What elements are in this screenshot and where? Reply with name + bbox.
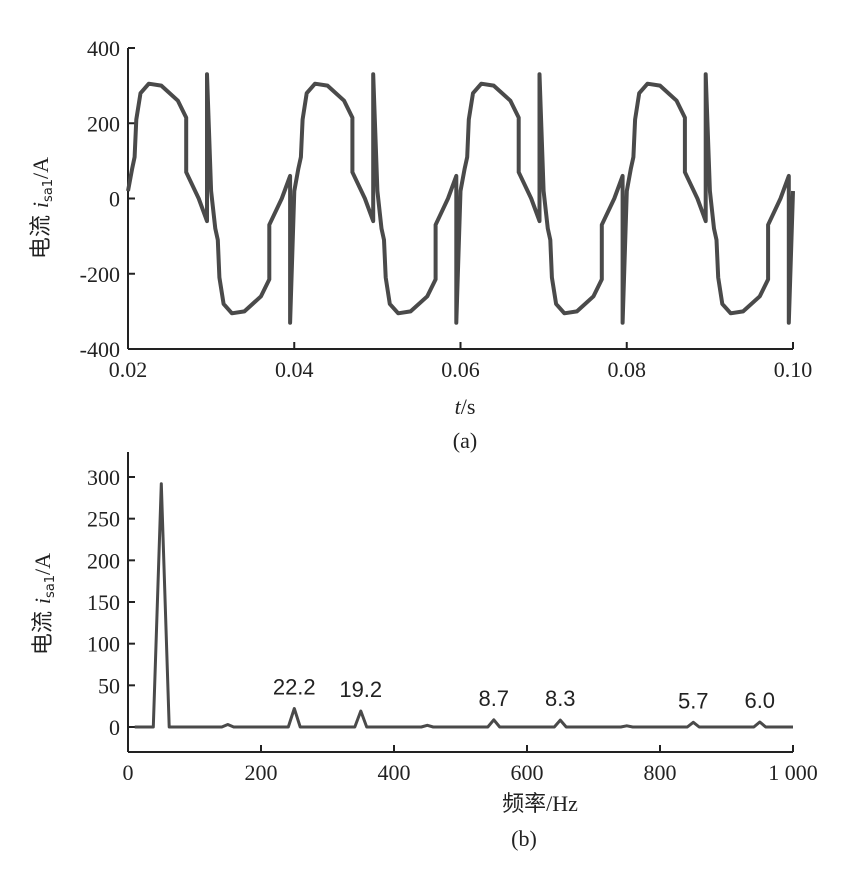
harmonic-data-label: 8.7 [478,686,509,711]
chart-b-ticks: 0 50 100 150 200 250 300 0 200 400 600 800 1 000 [87,465,818,785]
harmonic-data-labels: 22.2 19.2 8.7 8.3 5.7 6.0 [273,675,775,714]
chart-b-ytick-label: 50 [98,673,120,698]
chart-a-ytick-label: -200 [80,262,120,287]
chart-b-xlabel: 频率/Hz [502,791,578,817]
chart-b-ytick-label: 100 [87,632,120,657]
spectrum-chart: 0 50 100 150 200 250 300 0 200 400 600 800 1 000 22.… [30,452,818,851]
chart-b-ytick-label: 300 [87,465,120,490]
chart-b-caption: (b) [511,826,537,851]
chart-b-xtick-label: 200 [245,760,278,785]
chart-b-xtick-label: 800 [644,760,677,785]
chart-b-xtick-label: 1 000 [768,760,818,785]
chart-a-ytick-label: 400 [87,36,120,61]
harmonic-data-label: 22.2 [273,675,316,700]
spectrum-line [134,482,793,729]
chart-a-caption: (a) [453,428,477,453]
chart-a-ticks: -400 -200 0 200 400 0.02 0.04 0.06 0.08 0.10 [80,36,813,382]
chart-a-ylabel: 电流 isa1/A [28,157,56,259]
chart-b-ytick-label: 200 [87,548,120,573]
chart-a-ytick-label: -400 [80,337,120,362]
chart-b-ytick-label: 150 [87,590,120,615]
chart-a-xtick-label: 0.06 [441,357,480,382]
chart-a-xtick-label: 0.02 [109,357,148,382]
time-domain-chart: -400 -200 0 200 400 0.02 0.04 0.06 0.08 0.10 电流 i… [28,36,812,453]
harmonic-data-label: 19.2 [339,677,382,702]
chart-a-xtick-label: 0.10 [774,357,813,382]
chart-b-xtick-label: 600 [511,760,544,785]
harmonic-data-label: 6.0 [744,688,775,713]
chart-b-xtick-label: 0 [123,760,134,785]
chart-b-ytick-label: 250 [87,507,120,532]
harmonic-data-label: 8.3 [545,686,576,711]
chart-a-xlabel: t/s [455,394,476,419]
chart-a-ytick-label: 0 [109,187,120,212]
chart-b-ytick-label: 0 [109,715,120,740]
chart-a-xtick-label: 0.08 [608,357,647,382]
chart-a-ytick-label: 200 [87,111,120,136]
current-waveform-line [126,72,795,325]
chart-a-xtick-label: 0.04 [275,357,314,382]
harmonic-data-label: 5.7 [678,688,709,713]
chart-b-ylabel: 电流 isa1/A [30,553,58,655]
chart-b-xtick-label: 400 [378,760,411,785]
